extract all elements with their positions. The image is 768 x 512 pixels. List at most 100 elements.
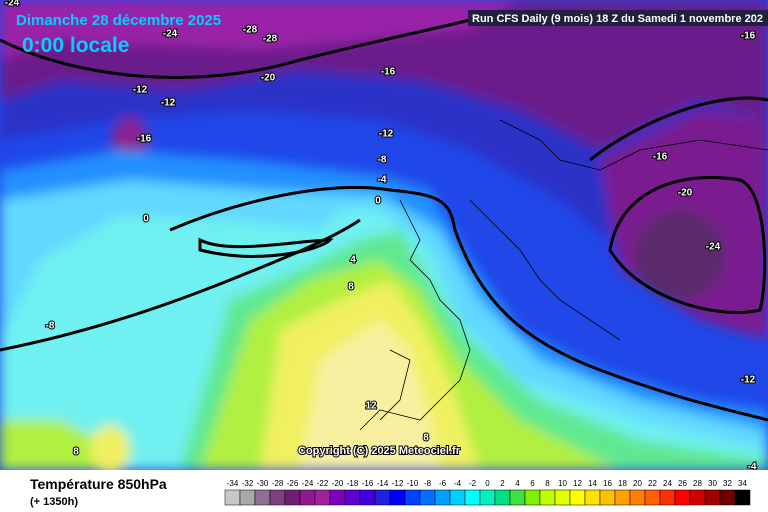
- legend-swatch: [629, 489, 646, 506]
- contour-label: -24: [163, 29, 178, 40]
- legend-swatch: [419, 489, 436, 506]
- copyright: Copyright (C) 2025 Meteociel.fr: [298, 445, 461, 457]
- contour-label: 4: [350, 255, 356, 266]
- legend-label: -34: [227, 479, 239, 488]
- contour-label: -16: [653, 152, 668, 163]
- legend-swatch: [254, 489, 271, 506]
- contour-label: 8: [423, 433, 429, 444]
- contour-label: -4: [748, 462, 757, 473]
- legend-swatch: [704, 489, 721, 506]
- contour-label: -16: [137, 134, 152, 145]
- contour-label: 8: [73, 447, 79, 458]
- legend-swatch: [404, 489, 421, 506]
- contour-label: -24: [5, 0, 20, 9]
- legend-label: 16: [603, 479, 612, 488]
- legend-swatch: [374, 489, 391, 506]
- legend-label: -16: [362, 479, 374, 488]
- contour-label: -8: [46, 321, 55, 332]
- coastlines: [359, 119, 768, 431]
- legend-swatch: [599, 489, 616, 506]
- contour-label: -12: [133, 85, 148, 96]
- field-name: Température 850hPa: [30, 476, 167, 492]
- legend-swatch: [659, 489, 676, 506]
- legend-swatch: [569, 489, 586, 506]
- contour-label: -24: [706, 242, 721, 253]
- legend-swatch: [359, 489, 376, 506]
- legend-swatch: [344, 489, 361, 506]
- legend-label: -2: [469, 479, 477, 488]
- legend-label: -18: [347, 479, 359, 488]
- legend-label: -12: [392, 479, 404, 488]
- legend-swatch: [464, 489, 481, 506]
- contour-label: -12: [741, 375, 756, 386]
- contour-label: -4: [378, 175, 387, 186]
- contour-label: -16: [741, 31, 756, 42]
- contour-label: -12: [379, 129, 394, 140]
- legend-swatch: [614, 489, 631, 506]
- legend-label: 6: [530, 479, 535, 488]
- legend-label: 24: [663, 479, 672, 488]
- legend-label: 22: [648, 479, 657, 488]
- contour-label: 0: [375, 196, 381, 207]
- legend-label: 8: [545, 479, 550, 488]
- legend-swatch: [674, 489, 691, 506]
- legend-label: 26: [678, 479, 687, 488]
- legend-swatch: [299, 489, 316, 506]
- legend-label: -8: [424, 479, 432, 488]
- legend-swatch: [509, 489, 526, 506]
- contour-label: 0: [143, 214, 149, 225]
- legend-label: -4: [454, 479, 462, 488]
- contour-label: 12: [365, 401, 377, 412]
- legend-swatch: [584, 489, 601, 506]
- legend-label: 14: [588, 479, 597, 488]
- legend-swatch: [539, 489, 556, 506]
- legend-label: -6: [439, 479, 447, 488]
- contour-labels: -24 -24 -28 -28 -20 -16 -16 -12 -12 -16 -12 -8 -4 0 0 -…: [4, 0, 758, 474]
- contour-label: -28: [243, 25, 258, 36]
- run-box: [468, 10, 768, 26]
- map-field: [0, 0, 768, 470]
- legend-label: -20: [332, 479, 344, 488]
- contour-lines: [0, 18, 768, 422]
- contour-label: -20: [261, 73, 276, 84]
- legend-label: 12: [573, 479, 582, 488]
- legend-swatch: [524, 489, 541, 506]
- legend-label: -32: [242, 479, 254, 488]
- contour-label: -20: [678, 188, 693, 199]
- legend-swatch: [329, 489, 346, 506]
- contour-label: 8: [348, 282, 354, 293]
- legend-swatch: [644, 489, 661, 506]
- legend-swatch: [269, 489, 286, 506]
- contour-label: -8: [378, 155, 387, 166]
- legend-label: 0: [485, 479, 490, 488]
- legend-label: -14: [377, 479, 389, 488]
- contour-label: -12: [161, 98, 176, 109]
- legend-label: 2: [500, 479, 505, 488]
- legend-label: 10: [558, 479, 567, 488]
- legend-swatch: [389, 489, 406, 506]
- contour-label: -28: [263, 34, 278, 45]
- legend-label: 34: [738, 479, 747, 488]
- color-scale: -34 -32 -30 -28 -26 -24 -22 -20 -18 -16 -14 -12 -10-…: [224, 479, 751, 506]
- contour-label: -16: [381, 67, 396, 78]
- legend-swatch: [494, 489, 511, 506]
- legend-swatch: [434, 489, 451, 506]
- legend-label: 4: [515, 479, 520, 488]
- legend-label: -30: [257, 479, 269, 488]
- date-title: Dimanche 28 décembre 2025: [16, 12, 221, 29]
- time-title: 0:00 locale: [22, 34, 129, 57]
- legend-label: 20: [633, 479, 642, 488]
- legend-swatch: [734, 489, 751, 506]
- legend-label: 18: [618, 479, 627, 488]
- legend-label: 30: [708, 479, 717, 488]
- legend-swatch: [224, 489, 241, 506]
- legend-swatch: [689, 489, 706, 506]
- legend-label: -10: [407, 479, 419, 488]
- legend-swatch: [554, 489, 571, 506]
- legend-label: -24: [302, 479, 314, 488]
- legend-swatch: [284, 489, 301, 506]
- legend-label: -28: [272, 479, 284, 488]
- legend-label: 32: [723, 479, 732, 488]
- legend-label: -26: [287, 479, 299, 488]
